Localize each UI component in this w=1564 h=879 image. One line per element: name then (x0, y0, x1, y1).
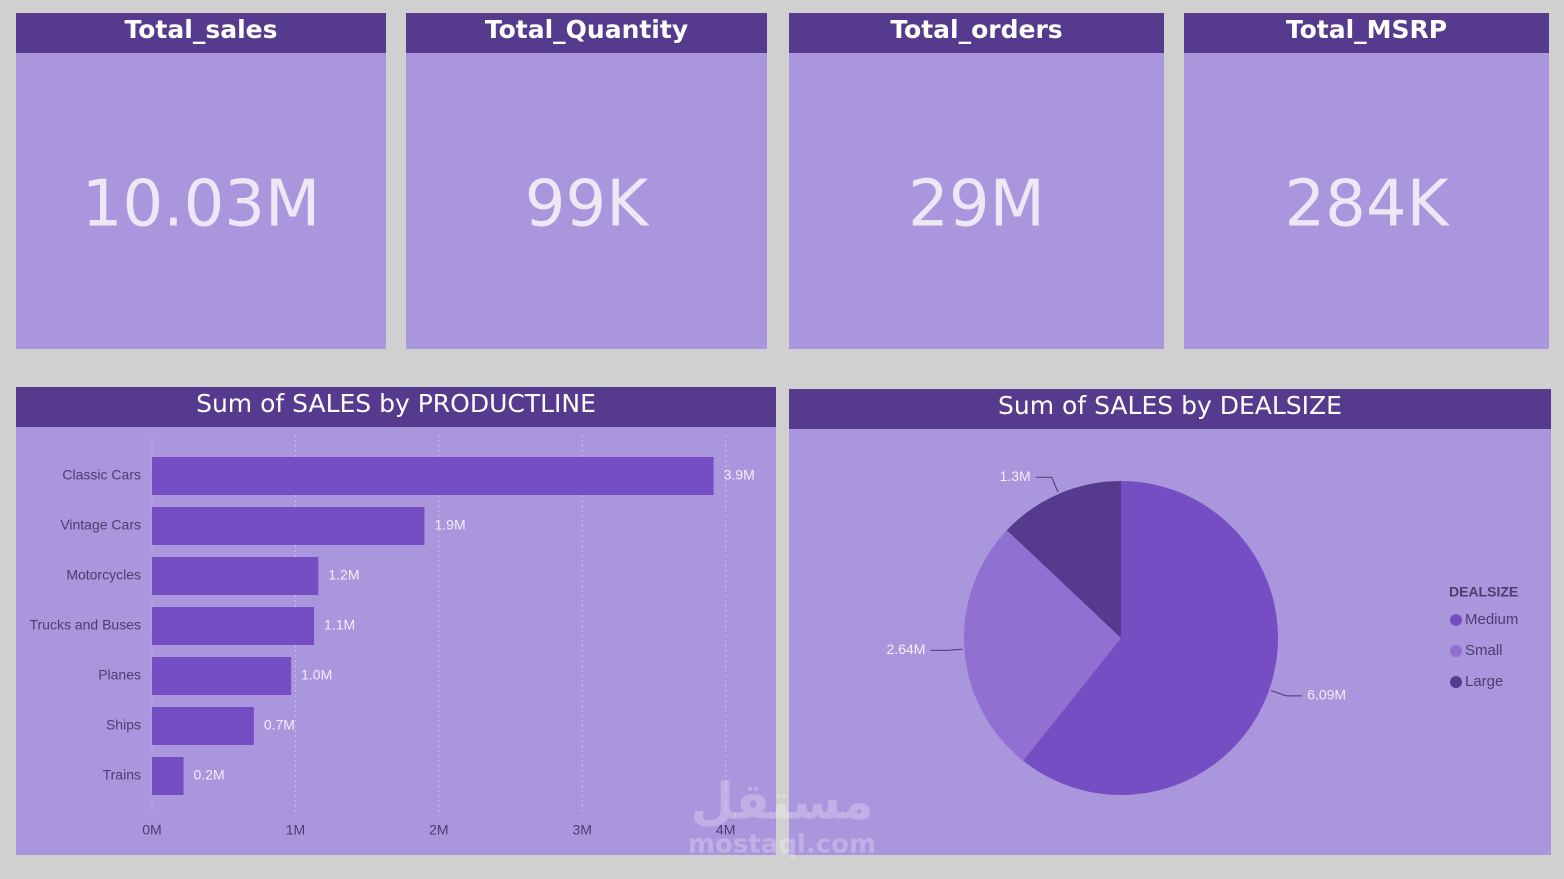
y-tick-label: Planes (98, 667, 141, 683)
legend-label: Small (1465, 642, 1503, 659)
y-tick-label: Vintage Cars (60, 517, 141, 533)
legend-swatch (1450, 676, 1462, 688)
pie-slice (1023, 481, 1278, 795)
card-title: Total_orders (890, 15, 1062, 44)
pie-slice (1006, 481, 1121, 638)
y-tick-label: Trucks and Buses (29, 617, 141, 633)
chart-title: Sum of SALES by DEALSIZE (998, 391, 1342, 420)
bar (152, 607, 315, 645)
bar (152, 707, 254, 745)
x-tick-label: 1M (286, 822, 305, 838)
card-title: Total_Quantity (485, 15, 688, 44)
legend-swatch (1450, 614, 1462, 626)
x-tick-label: 0M (142, 822, 161, 838)
leader-line (930, 648, 963, 651)
card-value: 10.03M (82, 168, 320, 242)
bar (152, 657, 292, 695)
leader-line (1035, 476, 1059, 493)
data-label: 1.1M (324, 617, 355, 633)
y-tick-label: Ships (106, 717, 141, 733)
pie-slice (964, 530, 1121, 761)
watermark: mostaql.com (688, 830, 876, 860)
legend-label: Medium (1465, 611, 1518, 628)
card-body (16, 13, 386, 349)
bar (152, 757, 184, 795)
card-title: Total_sales (125, 15, 278, 44)
data-label: 2.64M (887, 641, 926, 657)
bar (152, 557, 319, 595)
card-body (789, 13, 1164, 349)
data-label: 6.09M (1307, 687, 1346, 703)
card-header (789, 13, 1164, 53)
data-label: 1.0M (301, 667, 332, 683)
legend-title: DEALSIZE (1449, 584, 1518, 600)
card-body (406, 13, 767, 349)
panel-header (789, 389, 1551, 429)
leader-line (1270, 690, 1303, 697)
y-tick-label: Classic Cars (62, 467, 141, 483)
card-value: 284K (1284, 168, 1450, 242)
legend-swatch (1450, 645, 1462, 657)
data-label: 0.2M (194, 767, 225, 783)
card-title: Total_MSRP (1286, 15, 1447, 44)
bar (152, 507, 425, 545)
card-value: 29M (908, 168, 1045, 242)
x-tick-label: 2M (429, 822, 448, 838)
card-header (406, 13, 767, 53)
panel-header (16, 387, 776, 427)
card-body (1184, 13, 1549, 349)
data-label: 3.9M (724, 467, 755, 483)
legend-label: Large (1465, 673, 1503, 690)
card-value: 99K (525, 168, 650, 242)
data-label: 1.3M (1000, 468, 1031, 484)
x-tick-label: 3M (573, 822, 592, 838)
y-tick-label: Motorcycles (66, 567, 141, 583)
x-tick-label: 4M (716, 822, 735, 838)
chart-title: Sum of SALES by PRODUCTLINE (196, 389, 596, 418)
data-label: 0.7M (264, 717, 295, 733)
bar (152, 457, 714, 495)
card-header (1184, 13, 1549, 53)
data-label: 1.2M (328, 567, 359, 583)
data-label: 1.9M (434, 517, 465, 533)
y-tick-label: Trains (103, 767, 141, 783)
watermark: مستقل (691, 773, 874, 831)
card-header (16, 13, 386, 53)
